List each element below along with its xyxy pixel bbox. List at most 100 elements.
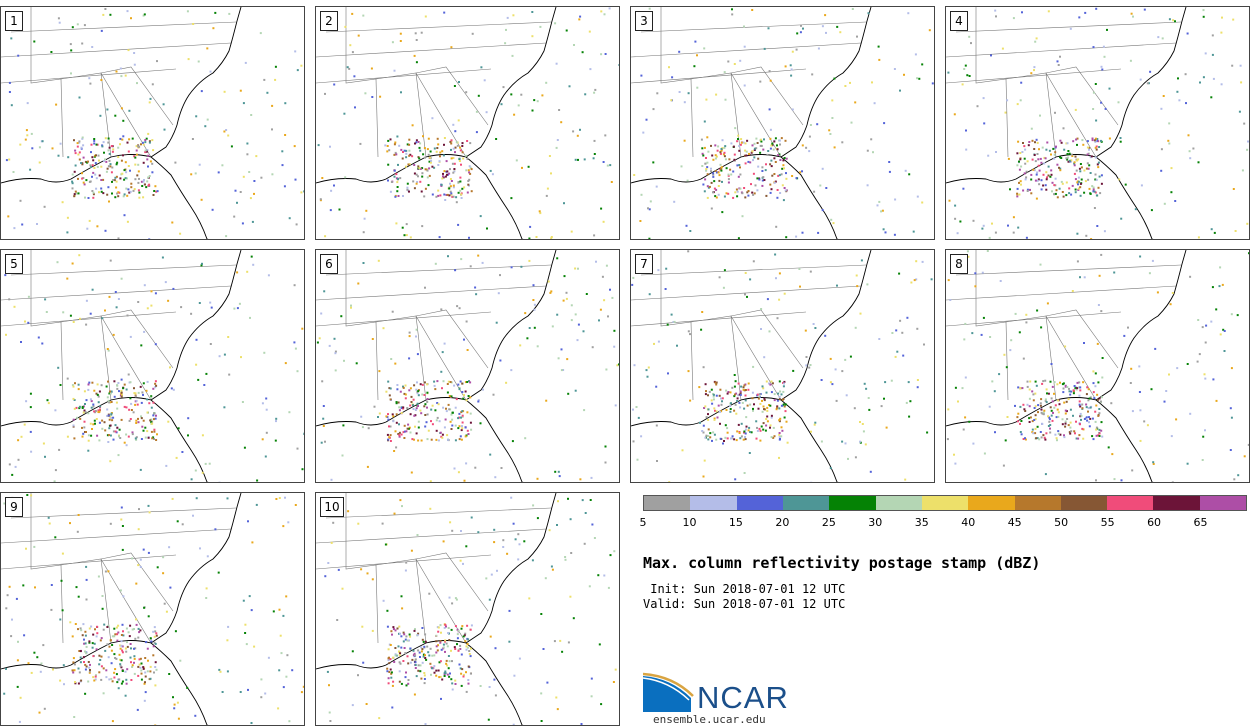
state-boundary [60, 315, 112, 401]
reflectivity-field [5, 8, 304, 239]
state-boundary [1, 42, 232, 58]
state-boundary [345, 250, 379, 401]
state-boundary [640, 21, 867, 33]
state-boundary [1, 528, 232, 544]
colorbar-tick-label: 15 [728, 516, 743, 529]
member-panel-4: 4 [945, 6, 1250, 240]
state-boundary [415, 315, 467, 401]
coastline [150, 399, 209, 482]
member-number-label: 4 [950, 11, 968, 31]
member-number-label: 8 [950, 254, 968, 274]
state-boundary [316, 554, 492, 570]
member-number-label: 1 [5, 11, 23, 31]
state-boundary [730, 315, 782, 401]
state-boundary [631, 68, 807, 84]
reflectivity-field [947, 7, 1249, 239]
reflectivity-field [631, 250, 933, 482]
coastline [465, 399, 524, 482]
state-boundary [325, 507, 552, 519]
state-boundary [1045, 315, 1097, 401]
state-boundary [100, 552, 174, 612]
colorbar-tick-label: 60 [1147, 516, 1162, 529]
colorbar-tick-label: 50 [1054, 516, 1069, 529]
state-boundary [660, 250, 694, 401]
member-map [316, 493, 617, 725]
member-panel-7: 7 [630, 249, 935, 483]
state-boundary [946, 42, 1177, 58]
reflectivity-field [946, 250, 1249, 482]
state-boundary [975, 250, 1009, 401]
member-number-label: 9 [5, 497, 23, 517]
state-boundary [1005, 315, 1057, 401]
state-boundary [1045, 72, 1097, 158]
coastline [1, 250, 242, 427]
colorbar-segment-0 [644, 496, 691, 510]
state-boundary [1, 554, 177, 570]
colorbar-segment-8 [1014, 496, 1061, 510]
coastline [780, 399, 839, 482]
member-map [316, 7, 619, 239]
state-boundary [730, 66, 804, 126]
colorbar-segment-9 [1060, 496, 1108, 510]
state-boundary [415, 66, 489, 126]
state-boundary [30, 493, 64, 644]
coastline [465, 642, 524, 725]
state-boundary [100, 309, 174, 369]
colorbar-tick-label: 10 [682, 516, 697, 529]
member-panel-10: 10 [315, 492, 620, 726]
member-number-label: 5 [5, 254, 23, 274]
state-boundary [10, 264, 237, 276]
coastline [946, 7, 1187, 184]
state-boundary [10, 21, 237, 33]
init-time: Init: Sun 2018-07-01 12 UTC [643, 582, 846, 596]
colorbar-tick-label: 30 [868, 516, 883, 529]
state-boundary [345, 493, 379, 644]
colorbar-segment-12 [1199, 496, 1247, 510]
state-boundary [631, 311, 807, 327]
colorbar-segment-7 [968, 496, 1015, 510]
colorbar-tick-label: 55 [1100, 516, 1115, 529]
colorbar-segment-3 [782, 496, 830, 510]
reflectivity-field [633, 7, 934, 239]
state-boundary [975, 7, 1009, 158]
ncar-logo-text: NCAR [697, 680, 789, 715]
state-boundary [30, 250, 64, 401]
member-number-label: 6 [320, 254, 338, 274]
state-boundary [316, 528, 547, 544]
coastline [316, 493, 557, 670]
state-boundary [60, 72, 112, 158]
state-boundary [946, 68, 1122, 84]
state-boundary [100, 72, 152, 158]
state-boundary [100, 315, 152, 401]
reflectivity-field [3, 494, 304, 725]
state-boundary [955, 264, 1182, 276]
colorbar [643, 495, 1247, 511]
coastline [316, 7, 557, 184]
state-boundary [946, 285, 1177, 301]
member-map [1, 493, 304, 725]
state-boundary [30, 7, 64, 158]
state-boundary [316, 68, 492, 84]
member-panel-1: 1 [0, 6, 305, 240]
member-map [631, 250, 933, 482]
state-boundary [946, 311, 1122, 327]
state-boundary [1, 68, 177, 84]
member-number-label: 3 [635, 11, 653, 31]
member-panel-6: 6 [315, 249, 620, 483]
coastline [780, 156, 839, 239]
state-boundary [1005, 72, 1057, 158]
member-panel-2: 2 [315, 6, 620, 240]
member-panel-9: 9 [0, 492, 305, 726]
member-map [316, 250, 619, 482]
colorbar-tick-label: 40 [961, 516, 976, 529]
state-boundary [631, 285, 862, 301]
valid-time: Valid: Sun 2018-07-01 12 UTC [643, 597, 846, 611]
coastline [150, 642, 209, 725]
colorbar-segment-1 [690, 496, 737, 510]
state-boundary [10, 507, 237, 519]
member-map [631, 7, 934, 239]
coastline [465, 156, 524, 239]
coastline [1, 493, 242, 670]
colorbar-segment-4 [829, 496, 876, 510]
colorbar-segment-6 [921, 496, 969, 510]
